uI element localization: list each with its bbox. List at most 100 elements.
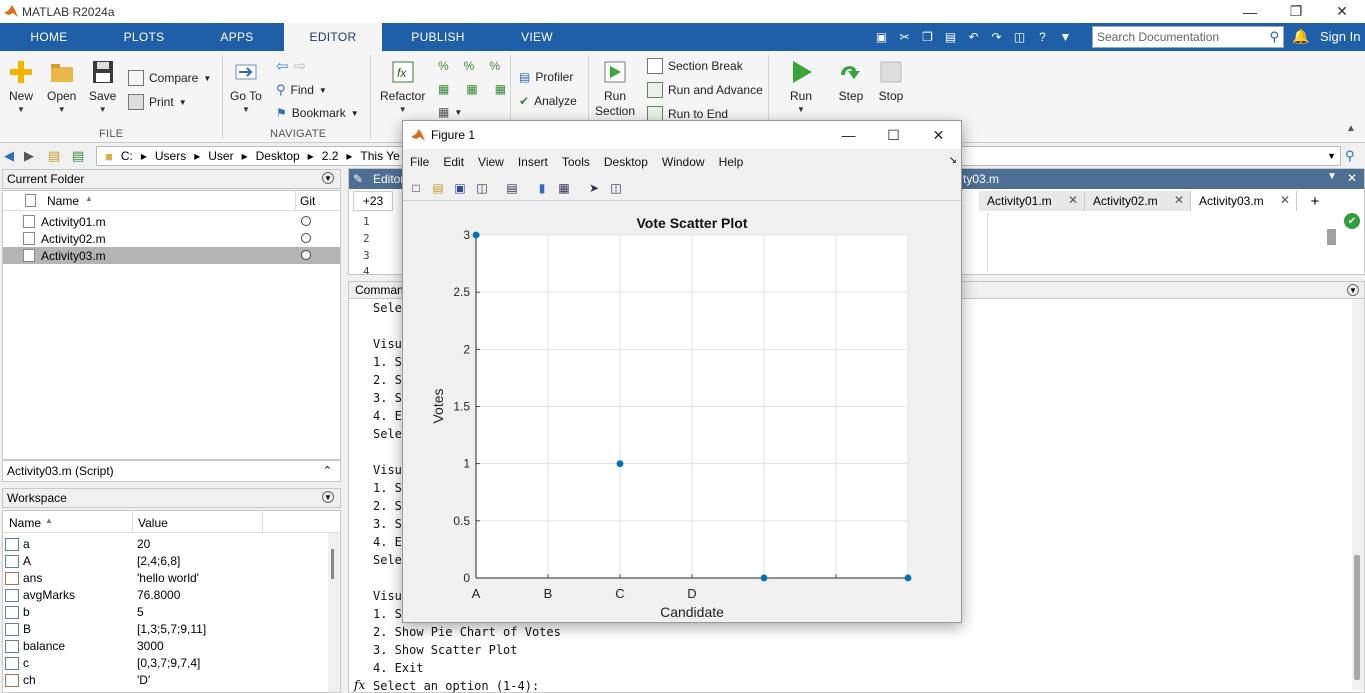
figure-maximize-button[interactable]: ☐ <box>887 126 900 143</box>
workspace-row[interactable]: balance 3000 <box>3 638 340 655</box>
find-button[interactable]: ⚲ Find ▼ <box>276 82 327 97</box>
workspace-row[interactable]: A [2,4;6,8] <box>3 553 340 570</box>
workspace-row[interactable]: ans'hello world' <box>3 570 340 587</box>
code-analyzer-ok-icon[interactable]: ✔ <box>1344 213 1360 229</box>
path-segment[interactable]: This Ye <box>360 149 400 163</box>
menu-insert[interactable]: Insert <box>517 155 548 169</box>
back-forward-buttons[interactable]: ⇦ ⇨ <box>276 57 306 75</box>
col-value-header[interactable]: Value <box>138 516 168 530</box>
notification-bell-icon[interactable]: 🔔 <box>1292 28 1310 44</box>
file-row[interactable]: Activity01.m <box>3 213 340 230</box>
collapse-details-icon[interactable]: ⌃ <box>322 465 332 477</box>
menu-help[interactable]: Help <box>718 155 744 169</box>
step-button[interactable]: Step <box>838 59 864 103</box>
print-button[interactable]: Print ▼ <box>128 94 187 110</box>
path-search-icon[interactable]: ⚲ <box>1345 148 1355 163</box>
workspace-row[interactable]: a 20 <box>3 536 340 553</box>
file-row-selected[interactable]: Activity03.m <box>3 247 340 264</box>
search-documentation-input[interactable]: Search Documentation ⚲ <box>1092 26 1284 48</box>
nav-forward-icon[interactable]: ▶ <box>24 148 34 163</box>
panel-menu-icon[interactable]: ▼ <box>1327 171 1337 182</box>
sign-in-link[interactable]: Sign In <box>1320 29 1361 44</box>
workspace-row[interactable]: ch 'D' <box>3 672 340 689</box>
command-prompt[interactable]: Select an option (1-4): <box>373 679 540 693</box>
close-tab-icon[interactable]: ✕ <box>1279 193 1290 207</box>
legend-icon[interactable]: ▦ <box>558 180 570 195</box>
tab-view[interactable]: VIEW <box>521 30 553 44</box>
increase-indent-icon[interactable]: ▦ <box>494 82 507 96</box>
dock-figure-icon[interactable]: ↘ <box>948 155 957 166</box>
bookmark-button[interactable]: ⚑ Bookmark ▼ <box>276 106 359 120</box>
link-plot-icon[interactable]: ▤ <box>506 180 518 195</box>
col-name-header[interactable]: Name <box>9 516 42 530</box>
back-arrow-icon[interactable]: ⇦ <box>276 58 289 75</box>
undo-icon[interactable]: ↶ <box>968 30 979 44</box>
panel-menu-icon[interactable]: ▼ <box>322 172 334 184</box>
comment-icon[interactable]: % <box>438 59 449 73</box>
indent-icons[interactable]: ▦ ▦ ▦ <box>438 82 506 96</box>
save-button[interactable]: Save ▼ <box>89 59 116 114</box>
menu-tools[interactable]: Tools <box>561 155 590 169</box>
refactor-button[interactable]: fx Refactor ▼ <box>380 59 425 114</box>
new-figure-icon[interactable]: □ <box>412 180 420 195</box>
scroll-thumb[interactable] <box>331 549 334 579</box>
goto-button[interactable]: Go To ▼ <box>230 59 262 114</box>
path-segment[interactable]: 2.2 <box>321 149 339 163</box>
figure-close-button[interactable]: ✕ <box>932 126 945 143</box>
property-inspector-icon[interactable]: ◫ <box>610 180 622 195</box>
paste-icon[interactable]: ▤ <box>944 30 957 44</box>
editor-tab[interactable]: Activity01.m ✕ <box>979 191 1085 211</box>
close-tab-icon[interactable]: ✕ <box>1067 193 1078 207</box>
open-file-icon[interactable]: ▤ <box>432 180 444 195</box>
panel-menu-icon[interactable]: ▼ <box>1347 284 1359 296</box>
cut-icon[interactable]: ✂ <box>899 30 910 44</box>
run-button[interactable]: Run ▼ <box>788 59 814 114</box>
tab-home[interactable]: HOME <box>30 30 68 44</box>
tab-apps[interactable]: APPS <box>220 30 254 44</box>
path-segment[interactable]: Desktop <box>255 149 300 163</box>
function-browser-icon[interactable]: fx <box>354 678 366 692</box>
path-segment[interactable]: C: <box>120 149 133 163</box>
run-to-end-button[interactable]: Run to End <box>647 106 728 122</box>
qat-dropdown-icon[interactable]: ▼ <box>1059 30 1072 44</box>
switch-windows-icon[interactable]: ◫ <box>1013 30 1026 44</box>
percent-comment-icons[interactable]: %%% <box>438 59 500 73</box>
up-folder-icon[interactable]: ▤ <box>48 148 61 163</box>
hidden-tabs-button[interactable]: +23 <box>353 191 393 211</box>
compare-button[interactable]: Compare ▼ <box>128 70 211 86</box>
restore-button[interactable]: ❐ <box>1289 3 1303 19</box>
close-editor-icon[interactable]: ✕ <box>1347 171 1358 185</box>
close-button[interactable]: ✕ <box>1336 3 1348 19</box>
code-area[interactable] <box>987 213 1319 273</box>
browse-folder-icon[interactable]: ▤ <box>72 148 85 163</box>
run-and-advance-button[interactable]: Run and Advance <box>647 82 763 98</box>
file-row[interactable]: Activity02.m <box>3 230 340 247</box>
panel-menu-icon[interactable]: ▼ <box>322 491 334 503</box>
section-break-button[interactable]: Section Break <box>647 58 743 74</box>
scroll-thumb[interactable] <box>1354 555 1360 680</box>
copy-icon[interactable]: ❐ <box>922 30 933 44</box>
editor-scrollbar[interactable] <box>1325 213 1337 271</box>
menu-view[interactable]: View <box>478 155 504 169</box>
save-figure-icon[interactable]: ▣ <box>454 180 466 195</box>
function-icon-button[interactable]: ▦ ▼ <box>438 105 463 119</box>
print-figure-icon[interactable]: ◫ <box>476 180 488 195</box>
save-quick-icon[interactable]: ▣ <box>875 30 888 44</box>
menu-file[interactable]: File <box>410 155 430 169</box>
pointer-icon[interactable]: ➤ <box>588 180 600 195</box>
analyze-button[interactable]: ✔ Analyze <box>519 94 577 108</box>
figure-minimize-button[interactable]: — <box>841 127 856 143</box>
workspace-row[interactable]: avgMarks 76.8000 <box>3 587 340 604</box>
tab-editor[interactable]: EDITOR <box>284 23 382 51</box>
file-details-bar[interactable]: Activity03.m (Script) ⌃ <box>2 460 341 482</box>
colorbar-icon[interactable]: ▮ <box>538 180 546 195</box>
uncomment-icon[interactable]: % <box>463 59 475 73</box>
collapse-ribbon-icon[interactable]: ▲ <box>1346 123 1356 134</box>
menu-desktop[interactable]: Desktop <box>603 155 648 169</box>
forward-arrow-icon[interactable]: ⇨ <box>293 58 307 75</box>
redo-icon[interactable]: ↷ <box>991 30 1002 44</box>
command-window-scrollbar[interactable] <box>1352 300 1364 690</box>
tab-publish[interactable]: PUBLISH <box>411 30 465 44</box>
help-icon[interactable]: ? <box>1039 30 1046 44</box>
